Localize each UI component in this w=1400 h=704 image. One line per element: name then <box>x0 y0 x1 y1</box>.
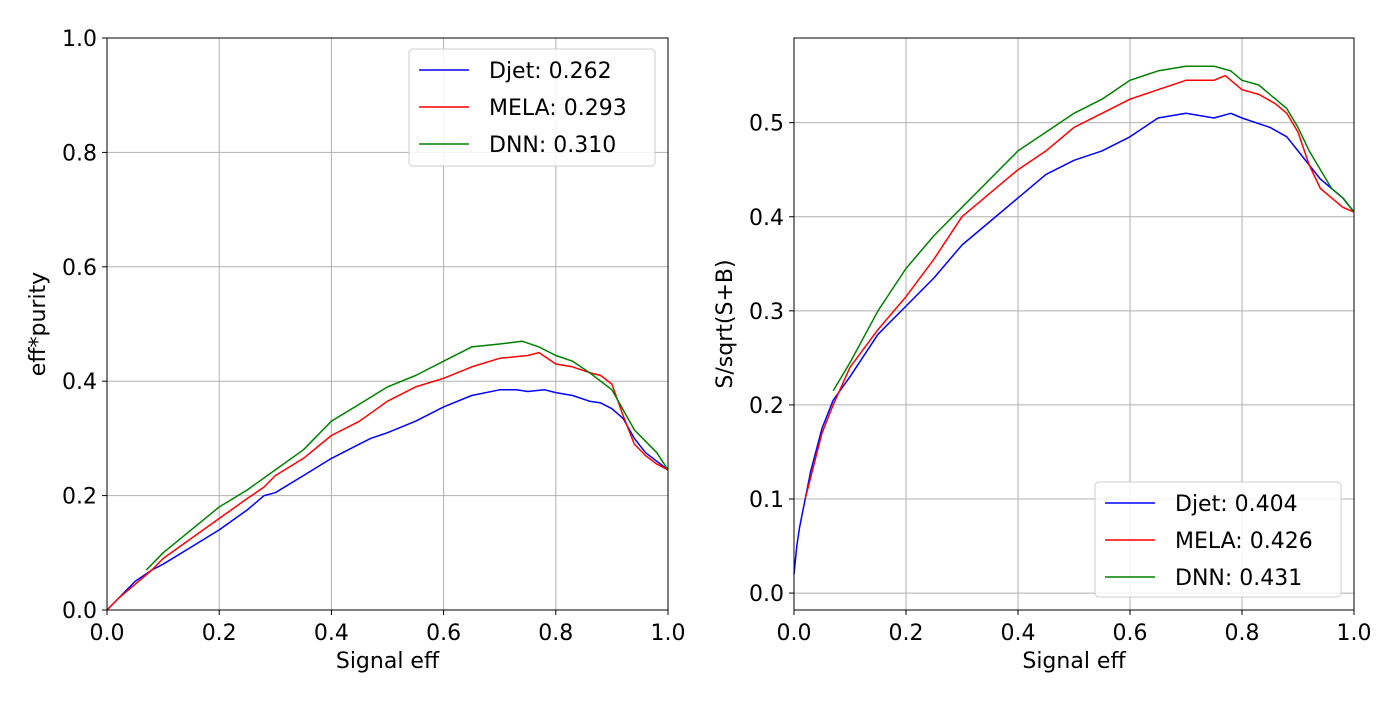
legend-box <box>1094 481 1342 598</box>
legend-entry: DNN: 0.310 <box>489 133 616 158</box>
y-tick-label: 0.4 <box>62 370 97 395</box>
y-tick-label: 0.0 <box>749 582 784 607</box>
x-tick-label: 0.4 <box>1001 621 1036 646</box>
y-tick-label: 1.0 <box>62 27 97 52</box>
y-tick-label: 0.8 <box>62 141 97 166</box>
legend: Djet: 0.262 MELA: 0.293 DNN: 0.310 <box>408 48 656 167</box>
legend-entry: Djet: 0.262 <box>489 59 612 84</box>
x-tick-label: 0.8 <box>1225 621 1260 646</box>
x-tick-label: 0.0 <box>90 621 125 646</box>
legend: Djet: 0.404 MELA: 0.426 DNN: 0.431 <box>1094 481 1342 598</box>
x-tick-label: 0.2 <box>889 621 924 646</box>
y-tick-label: 0.6 <box>62 256 97 281</box>
x-tick-label: 0.6 <box>1113 621 1148 646</box>
series-line-dnn <box>145 340 669 571</box>
y-tick-label: 0.5 <box>749 112 784 137</box>
x-tick-label: 1.0 <box>651 621 686 646</box>
y-tick-label: 0.1 <box>749 488 784 513</box>
y-tick-label: 0.3 <box>749 300 784 325</box>
series-line-mela <box>804 74 1355 500</box>
plot-frame <box>793 37 1355 611</box>
x-tick-label: 1.0 <box>1337 621 1372 646</box>
y-tick-label: 0.0 <box>62 599 97 624</box>
y-tick-label: 0.4 <box>749 206 784 231</box>
x-tick-label: 0.4 <box>314 621 349 646</box>
chart-panel-2: 0.0 0.2 0.4 0.6 0.8 1.0 0.0 0.1 0.2 0.3 0.4 0.5 Sign… <box>713 37 1372 674</box>
x-tick-label: 0.0 <box>777 621 812 646</box>
series-line-djet <box>793 112 1355 575</box>
x-axis-label: Signal eff <box>336 649 440 674</box>
legend-entry: MELA: 0.426 <box>1175 529 1313 554</box>
chart-panel-1: 0.0 0.2 0.4 0.6 0.8 1.0 0.0 0.2 0.4 0.6 0.8 1.0 Sign… <box>26 27 686 674</box>
y-tick-label: 0.2 <box>749 394 784 419</box>
y-axis-label: eff*purity <box>26 272 51 376</box>
legend-entry: DNN: 0.431 <box>1175 566 1302 591</box>
legend-entry: Djet: 0.404 <box>1175 492 1298 517</box>
legend-entry: MELA: 0.293 <box>489 96 627 121</box>
y-tick-label: 0.2 <box>62 485 97 510</box>
legend-box <box>408 48 656 167</box>
series-line-djet <box>106 389 669 611</box>
series-line-mela <box>106 351 669 611</box>
series-line-dnn <box>832 65 1355 392</box>
x-axis-label: Signal eff <box>1022 649 1126 674</box>
x-tick-label: 0.6 <box>426 621 461 646</box>
y-axis-label: S/sqrt(S+B) <box>713 259 738 388</box>
x-tick-label: 0.8 <box>538 621 573 646</box>
plot-frame <box>106 37 669 611</box>
x-tick-label: 0.2 <box>202 621 237 646</box>
